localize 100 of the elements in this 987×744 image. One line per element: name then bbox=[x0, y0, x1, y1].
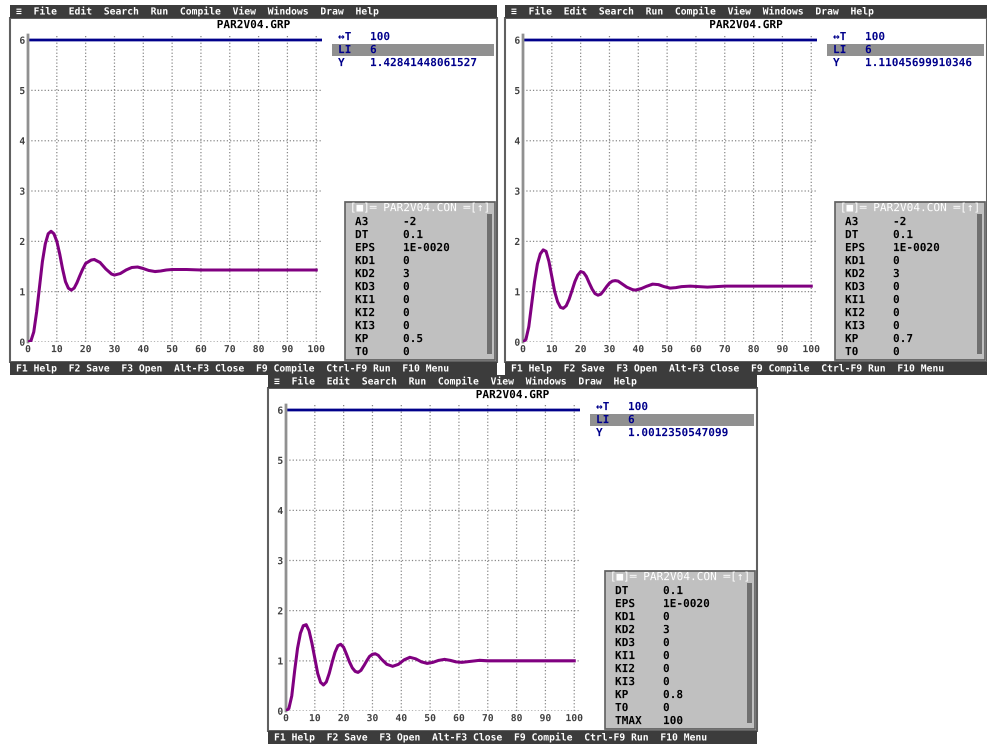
chart-title: PAR2V04.GRP bbox=[710, 20, 782, 28]
x-tick-label: 10 bbox=[546, 344, 558, 352]
x-tick-label: 100 bbox=[308, 344, 324, 352]
text: DT 0.1 bbox=[616, 586, 683, 594]
text: DT 0.1 bbox=[356, 230, 423, 238]
text: LI 6 bbox=[834, 44, 872, 54]
x-tick-label: 10 bbox=[52, 344, 62, 352]
x-tick-label: 30 bbox=[109, 344, 120, 352]
x-tick-label: 20 bbox=[338, 714, 349, 722]
y-tick-label: 6 bbox=[20, 36, 25, 44]
text: KD1 0 bbox=[616, 612, 670, 620]
text: KP 0.5 bbox=[356, 334, 422, 342]
line-series bbox=[28, 230, 318, 342]
text: Y 1.11045699910346 bbox=[833, 58, 972, 66]
text: KI3 0 bbox=[356, 320, 410, 330]
text: A3 -2 bbox=[355, 216, 416, 226]
text: KI1 0 bbox=[356, 294, 410, 304]
y-tick-label: 4 bbox=[514, 137, 520, 144]
y-tick-label: 5 bbox=[278, 456, 283, 464]
x-tick-label: 100 bbox=[803, 344, 820, 352]
text: KI3 0 bbox=[846, 320, 900, 330]
x-tick-label: 10 bbox=[310, 714, 320, 722]
chart-title: PAR2V04.GRP bbox=[476, 390, 549, 398]
text: ≡ File Edit Search Run Compile View Windows Draw Help bbox=[274, 376, 636, 386]
text: KD2 3 bbox=[846, 268, 899, 278]
x-tick-label: 70 bbox=[224, 344, 236, 352]
x-tick-label: 60 bbox=[196, 344, 206, 352]
text: [■]═ PAR2V04.CON ═[↑] bbox=[842, 202, 978, 213]
line-series bbox=[286, 623, 576, 711]
text: KP 0.8 bbox=[616, 690, 682, 698]
text: DT 0.1 bbox=[846, 230, 913, 238]
text: T0 0 bbox=[845, 346, 900, 356]
text: ↔T 100 bbox=[338, 32, 390, 40]
x-tick-label: 80 bbox=[511, 714, 522, 722]
y-tick-label: 0 bbox=[278, 707, 283, 715]
line-series bbox=[523, 248, 813, 342]
y-tick-label: 0 bbox=[20, 338, 25, 346]
text: F1 Help F2 Save F3 Open Alt-F3 Close F9 Compile Ctrl-F9 Run F10 Menu bbox=[16, 364, 448, 374]
text: TMAX 100 bbox=[615, 716, 682, 724]
x-tick-label: 90 bbox=[282, 344, 293, 352]
text: Y 1.42841448061527 bbox=[338, 58, 476, 66]
text: KD1 0 bbox=[846, 256, 900, 264]
x-tick-label: 60 bbox=[690, 344, 702, 352]
text: T0 0 bbox=[615, 702, 670, 712]
text: F1 Help F2 Save F3 Open Alt-F3 Close F9 Compile Ctrl-F9 Run F10 Menu bbox=[512, 364, 944, 374]
y-tick-label: 4 bbox=[20, 137, 25, 144]
y-tick-label: 3 bbox=[278, 556, 283, 564]
y-tick-label: 1 bbox=[278, 657, 283, 665]
x-tick-label: 70 bbox=[482, 714, 494, 722]
y-tick-label: 0 bbox=[514, 338, 520, 346]
x-tick-label: 30 bbox=[604, 344, 615, 352]
x-tick-label: 40 bbox=[396, 714, 407, 722]
text: [■]═ PAR2V04.CON ═[↑] bbox=[612, 572, 748, 582]
x-tick-label: 80 bbox=[748, 344, 759, 352]
text: KI2 0 bbox=[846, 308, 900, 316]
text: KD1 0 bbox=[356, 256, 410, 264]
text: KI2 0 bbox=[616, 664, 670, 672]
x-tick-label: 70 bbox=[720, 344, 730, 352]
text: KD3 0 bbox=[616, 638, 670, 646]
y-tick-label: 1 bbox=[20, 288, 25, 296]
text: LI 6 bbox=[597, 414, 634, 424]
y-tick-label: 4 bbox=[278, 506, 283, 514]
y-tick-label: 2 bbox=[278, 607, 282, 614]
x-tick-label: 50 bbox=[166, 344, 178, 352]
y-tick-label: 2 bbox=[20, 238, 24, 246]
text: KI2 0 bbox=[356, 308, 410, 316]
y-tick-label: 5 bbox=[515, 86, 520, 94]
x-tick-label: 40 bbox=[632, 344, 644, 352]
y-tick-label: 6 bbox=[514, 36, 520, 44]
y-tick-label: 3 bbox=[20, 187, 25, 195]
x-tick-label: 60 bbox=[454, 714, 464, 722]
text: EPS 1E-0020 bbox=[846, 242, 940, 252]
text: KI3 0 bbox=[616, 676, 670, 686]
x-tick-label: 20 bbox=[575, 344, 586, 352]
text: ≡ File Edit Search Run Compile View Windows Draw Help bbox=[16, 6, 378, 16]
text: KD3 0 bbox=[846, 282, 900, 290]
text: F1 Help F2 Save F3 Open Alt-F3 Close F9 Compile Ctrl-F9 Run F10 Menu bbox=[274, 732, 706, 742]
x-tick-label: 40 bbox=[138, 344, 149, 352]
x-tick-label: 50 bbox=[662, 344, 672, 352]
text: ↔T 100 bbox=[596, 402, 648, 410]
chart-title: PAR2V04.GRP bbox=[218, 20, 290, 28]
y-tick-label: 5 bbox=[20, 86, 25, 94]
x-tick-label: 0 bbox=[26, 344, 30, 352]
text: T0 0 bbox=[355, 346, 410, 356]
x-tick-label: 20 bbox=[80, 344, 91, 352]
y-tick-label: 6 bbox=[278, 406, 283, 414]
y-tick-label: 3 bbox=[514, 187, 520, 195]
x-tick-label: 30 bbox=[367, 714, 378, 722]
x-tick-label: 90 bbox=[540, 714, 551, 722]
text: LI 6 bbox=[339, 44, 376, 54]
x-tick-label: 0 bbox=[520, 344, 526, 352]
x-tick-label: 80 bbox=[253, 344, 264, 352]
text: EPS 1E-0020 bbox=[356, 242, 450, 252]
text: A3 -2 bbox=[845, 216, 906, 226]
text: KD2 3 bbox=[616, 624, 669, 634]
y-tick-label: 1 bbox=[515, 288, 520, 296]
text: [■]═ PAR2V04.CON ═[↑] bbox=[352, 202, 488, 213]
text: Y 1.0012350547099 bbox=[596, 428, 728, 436]
text: KP 0.7 bbox=[846, 334, 912, 342]
text: KD2 3 bbox=[356, 268, 409, 278]
